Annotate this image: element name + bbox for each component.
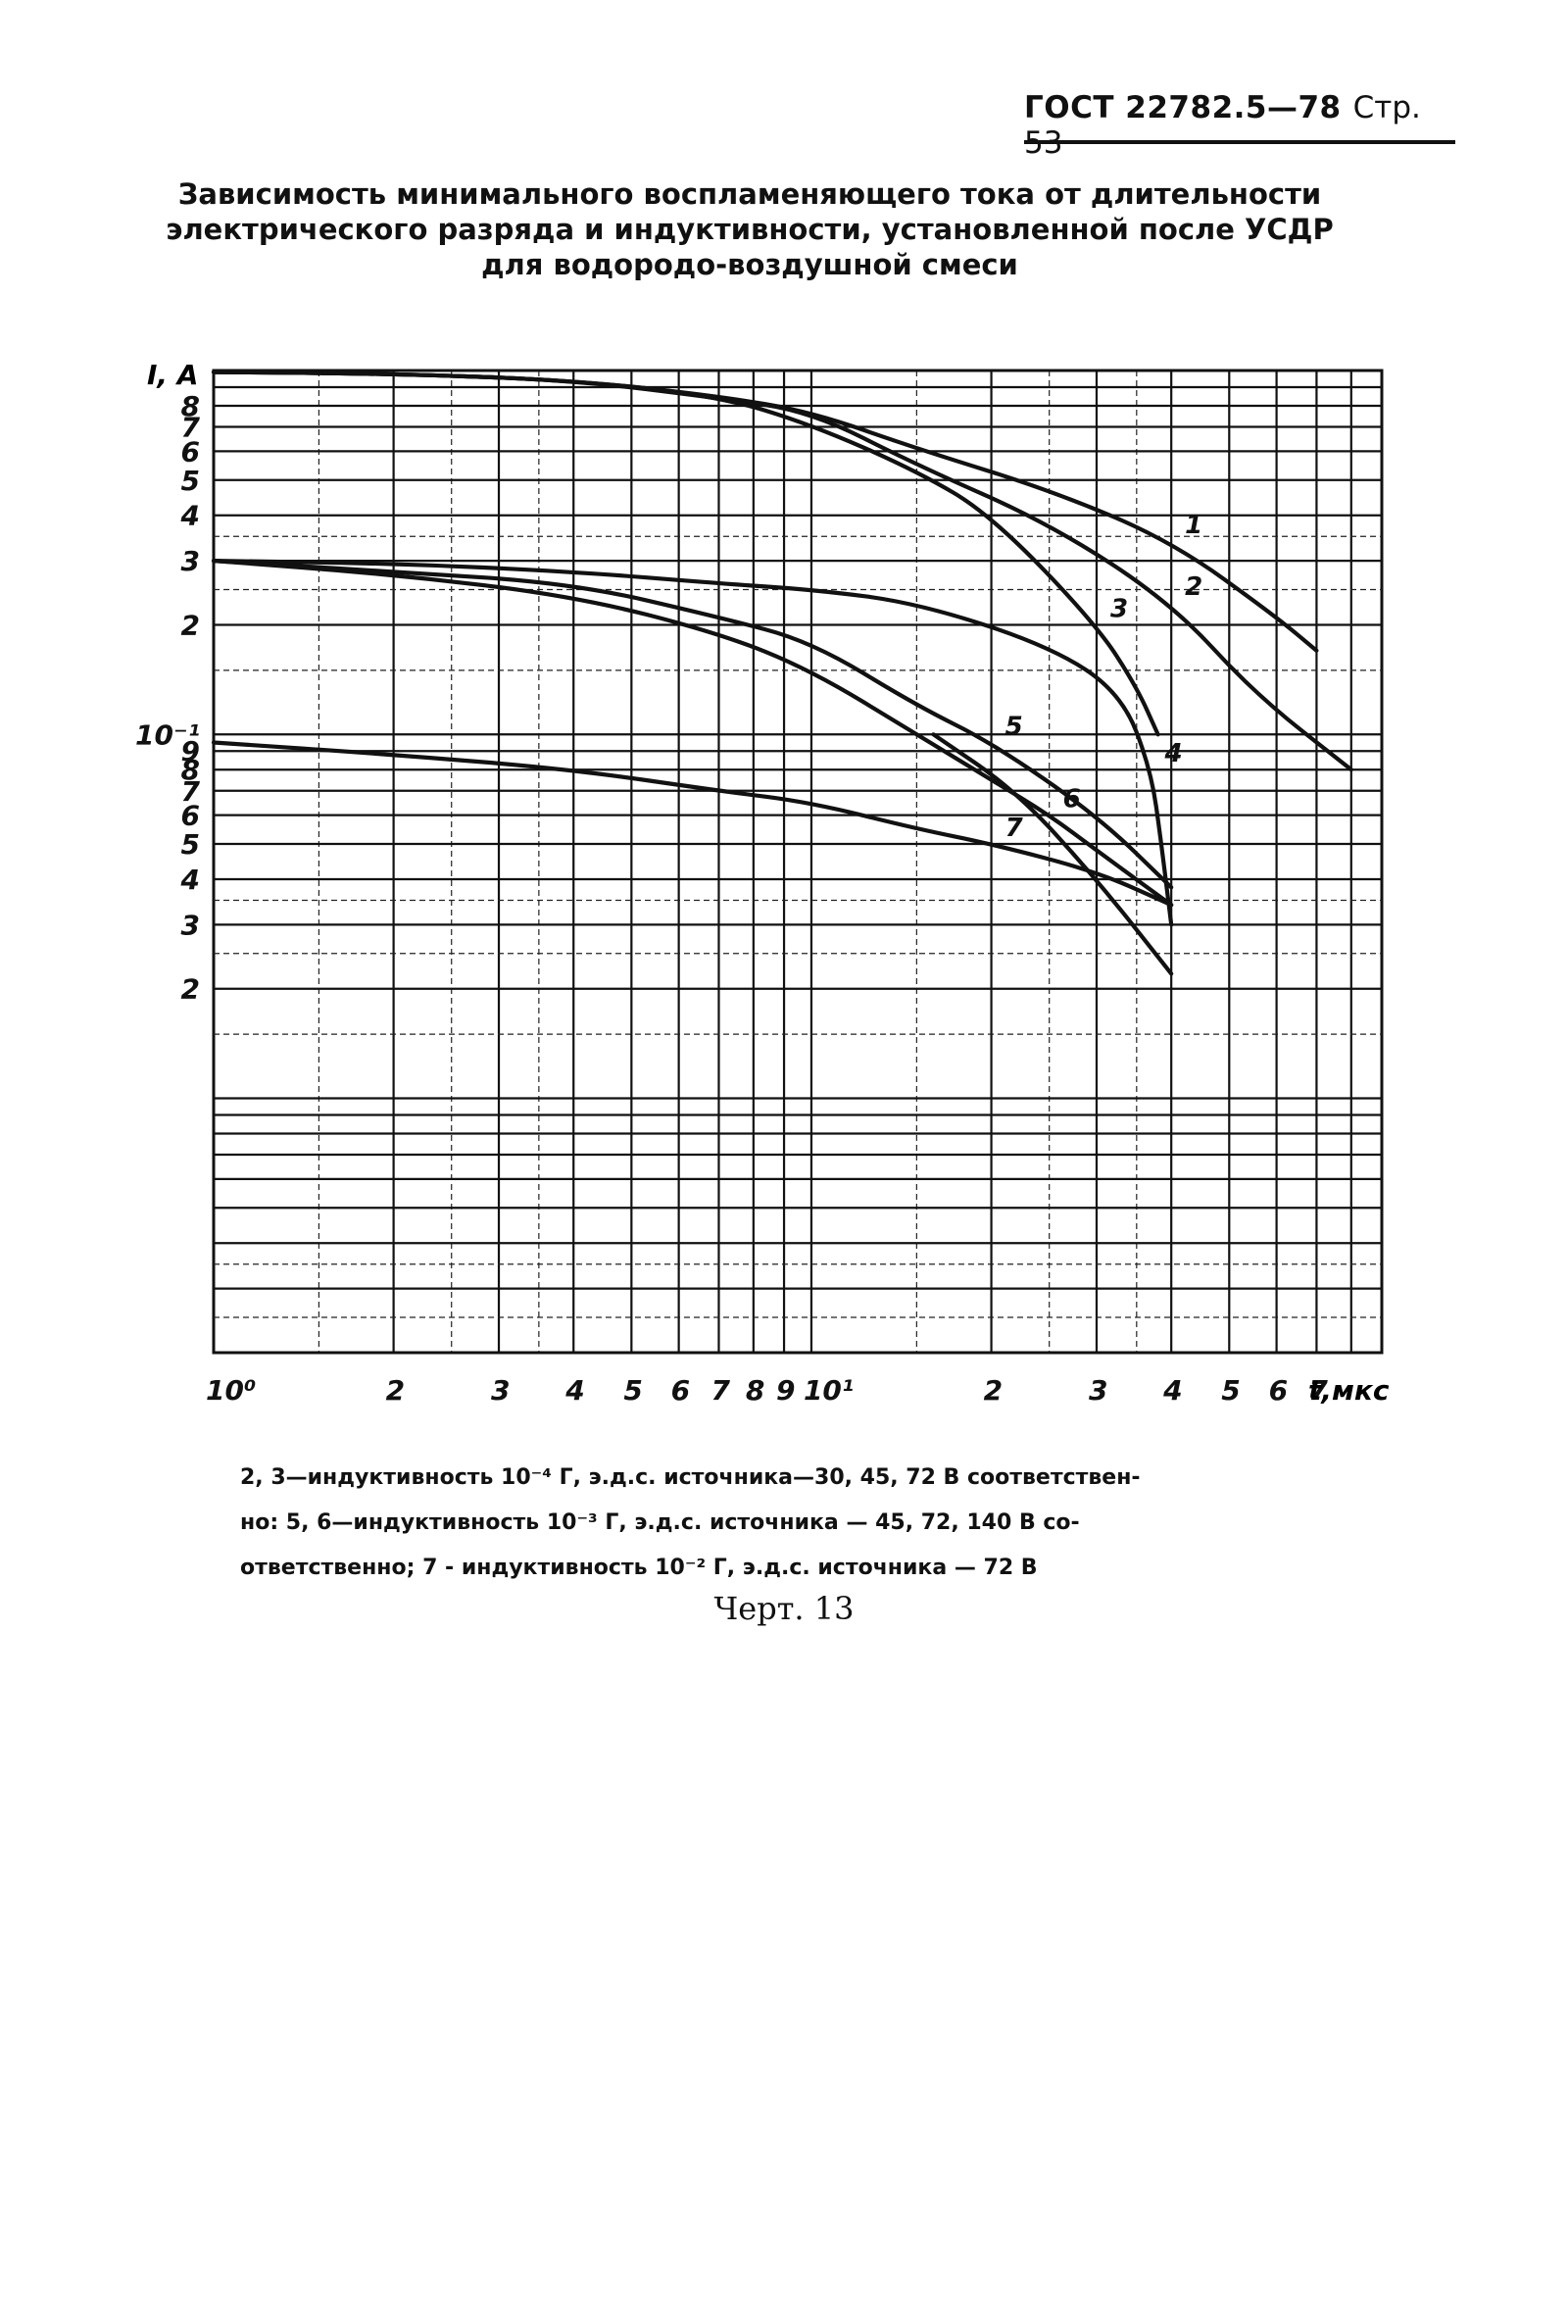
y-tick-label: 9: [181, 735, 200, 767]
y-tick-label: 6: [181, 800, 200, 832]
title-line-1: Зависимость минимального воспламеняющего…: [177, 177, 1322, 211]
y-tick-label: 10⁻¹: [135, 718, 200, 751]
page-header: ГОСТ 22782.5—78 Стр. 53: [1024, 90, 1455, 161]
series-line-1: [211, 370, 1319, 653]
series-line-7: [211, 740, 1174, 908]
x-tick-label: 7: [710, 1374, 730, 1407]
chart-grid: [212, 369, 1384, 1355]
y-tick-label: 2: [181, 609, 200, 641]
series-line-5: [211, 559, 1174, 890]
x-tick-label: 8: [746, 1374, 764, 1407]
y-tick-label: 3: [181, 545, 200, 577]
chart-note: 2, 3—индуктивность 10⁻⁴ Г, э.д.с. источн…: [240, 1456, 1328, 1591]
series-label-2: 2: [1185, 572, 1202, 602]
note-line-3: ответственно; 7 - индуктивность 10⁻² Г, …: [240, 1556, 1038, 1580]
x-tick-label: 3: [1089, 1374, 1107, 1407]
series-label-5: 5: [1005, 713, 1023, 742]
x-tick-label: 6: [671, 1374, 690, 1407]
title-line-3: для водородо-воздушной смеси: [481, 248, 1018, 281]
x-tick-label: 7: [1308, 1374, 1328, 1407]
title-line-2: электрического разряда и индуктивности, …: [166, 213, 1334, 246]
y-tick-label: 2: [181, 973, 200, 1006]
y-axis-label: I, А: [147, 359, 198, 391]
x-tick-label: 6: [1269, 1374, 1288, 1407]
x-tick-label: 3: [491, 1374, 510, 1407]
x-tick-label: 5: [623, 1374, 642, 1407]
x-tick-label: 5: [1221, 1374, 1240, 1407]
y-tick-label: 4: [180, 864, 200, 896]
series-line-4: [211, 559, 1174, 927]
x-tick-label: 9: [776, 1374, 795, 1407]
series-label-4: 4: [1164, 739, 1183, 768]
series-line-6: [211, 559, 1174, 908]
plot-frame: [212, 369, 1384, 1355]
note-line-2: но: 5, 6—индуктивность 10⁻³ Г, э.д.с. ис…: [240, 1510, 1080, 1535]
y-tick-label: 7: [181, 775, 201, 808]
x-tick-label: 2: [984, 1374, 1003, 1407]
y-tick-label: 3: [181, 909, 200, 941]
series-label-7: 7: [1005, 814, 1024, 843]
series-label-3: 3: [1110, 594, 1128, 623]
y-tick-label: 7: [181, 412, 201, 444]
x-tick-label: 10⁰: [206, 1374, 256, 1407]
x-tick-label: 2: [386, 1374, 405, 1407]
series-line-3: [211, 370, 1160, 737]
standard-number: ГОСТ 22782.5—78: [1024, 90, 1342, 125]
y-tick-label: 5: [181, 828, 200, 861]
x-axis-label: t,мкс: [1308, 1374, 1390, 1407]
header-rule: [1024, 140, 1455, 144]
chart-series: 1 2 3 4 5 6 7: [211, 370, 1353, 976]
x-tick-label: 4: [564, 1374, 584, 1407]
y-tick-label: 6: [181, 435, 200, 468]
y-tick-label: 8: [181, 754, 200, 786]
y-tick-label: 5: [181, 465, 200, 497]
chart-title: Зависимость минимального воспламеняющего…: [147, 176, 1352, 282]
y-tick-label: 4: [180, 500, 200, 532]
series-label-1: 1: [1185, 511, 1202, 540]
series-label-6: 6: [1063, 785, 1081, 815]
y-tick-label: 8: [181, 390, 200, 422]
x-tick-label: 4: [1162, 1374, 1182, 1407]
note-line-1: 2, 3—индуктивность 10⁻⁴ Г, э.д.с. источн…: [240, 1465, 1141, 1490]
series-line-extra: [931, 732, 1174, 976]
figure-label: Черт. 13: [713, 1590, 855, 1627]
x-tick-label: 10¹: [804, 1374, 854, 1407]
